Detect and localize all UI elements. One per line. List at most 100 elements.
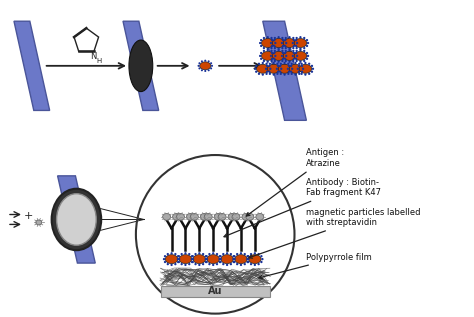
Circle shape: [298, 73, 301, 75]
Text: +: +: [24, 211, 34, 222]
Circle shape: [198, 65, 200, 67]
Circle shape: [273, 50, 276, 52]
Text: magnetic particles labelled
with streptavidin: magnetic particles labelled with strepta…: [249, 208, 421, 258]
Circle shape: [199, 62, 201, 64]
Circle shape: [292, 55, 294, 57]
Circle shape: [308, 63, 310, 65]
Circle shape: [270, 37, 273, 39]
Polygon shape: [57, 176, 95, 263]
Circle shape: [174, 253, 176, 255]
Ellipse shape: [191, 213, 198, 220]
Circle shape: [288, 71, 290, 73]
Circle shape: [271, 58, 273, 60]
Ellipse shape: [283, 39, 296, 48]
Circle shape: [273, 60, 276, 62]
Circle shape: [219, 261, 222, 263]
Circle shape: [306, 58, 308, 60]
Text: Antibody : Biotin-
Fab fragment K47: Antibody : Biotin- Fab fragment K47: [224, 178, 382, 237]
Circle shape: [295, 45, 297, 47]
Circle shape: [254, 68, 256, 70]
Circle shape: [303, 60, 305, 62]
Circle shape: [164, 261, 166, 263]
Circle shape: [284, 37, 287, 39]
Ellipse shape: [193, 255, 206, 263]
Circle shape: [276, 73, 279, 75]
Circle shape: [302, 68, 304, 70]
Circle shape: [191, 255, 193, 257]
Ellipse shape: [200, 62, 211, 70]
Circle shape: [212, 264, 214, 266]
Circle shape: [167, 263, 169, 265]
Circle shape: [191, 261, 193, 263]
Circle shape: [298, 63, 301, 65]
Circle shape: [266, 65, 268, 67]
Circle shape: [284, 58, 286, 60]
Circle shape: [265, 73, 268, 75]
Circle shape: [270, 60, 273, 62]
Circle shape: [290, 65, 292, 67]
Circle shape: [247, 261, 249, 263]
Circle shape: [288, 61, 291, 63]
Circle shape: [296, 42, 298, 44]
Circle shape: [284, 50, 287, 52]
Ellipse shape: [267, 64, 280, 73]
Text: H: H: [97, 58, 102, 64]
Ellipse shape: [207, 255, 219, 263]
Circle shape: [304, 74, 307, 76]
Circle shape: [295, 60, 298, 62]
Ellipse shape: [163, 213, 171, 220]
Circle shape: [277, 65, 279, 67]
Circle shape: [255, 65, 257, 67]
Circle shape: [174, 263, 176, 265]
Text: Au: Au: [208, 286, 222, 296]
Ellipse shape: [56, 194, 96, 245]
Circle shape: [260, 52, 262, 54]
Circle shape: [204, 258, 207, 260]
Circle shape: [250, 253, 252, 255]
Circle shape: [244, 253, 246, 255]
Circle shape: [295, 47, 298, 49]
Circle shape: [288, 49, 291, 51]
Circle shape: [219, 258, 221, 260]
Circle shape: [279, 71, 282, 73]
Circle shape: [271, 45, 273, 47]
Ellipse shape: [186, 213, 194, 220]
Circle shape: [290, 71, 292, 73]
Circle shape: [281, 37, 283, 39]
Circle shape: [295, 58, 297, 60]
Circle shape: [178, 258, 180, 260]
Circle shape: [205, 261, 207, 263]
Circle shape: [311, 65, 313, 67]
Ellipse shape: [294, 51, 307, 60]
Circle shape: [222, 253, 225, 255]
Circle shape: [194, 253, 197, 255]
Circle shape: [181, 253, 183, 255]
Text: Antigen :
Atrazine: Antigen : Atrazine: [246, 148, 345, 216]
Circle shape: [295, 50, 298, 52]
Circle shape: [296, 55, 298, 57]
Circle shape: [269, 73, 271, 75]
Circle shape: [208, 263, 210, 265]
Circle shape: [280, 68, 283, 70]
Circle shape: [282, 58, 284, 60]
Circle shape: [254, 252, 256, 255]
Circle shape: [184, 264, 187, 266]
Circle shape: [240, 264, 242, 266]
Circle shape: [270, 42, 272, 44]
Circle shape: [288, 65, 290, 67]
Ellipse shape: [289, 64, 302, 73]
Circle shape: [307, 55, 309, 57]
Circle shape: [261, 258, 264, 260]
Circle shape: [273, 39, 275, 41]
Circle shape: [303, 47, 305, 49]
Circle shape: [263, 47, 265, 49]
Circle shape: [301, 73, 303, 75]
Ellipse shape: [176, 213, 184, 220]
Circle shape: [281, 42, 283, 44]
Circle shape: [266, 48, 269, 50]
Ellipse shape: [228, 213, 236, 220]
Polygon shape: [14, 21, 50, 110]
Circle shape: [258, 73, 260, 75]
Circle shape: [284, 47, 287, 49]
Circle shape: [295, 37, 298, 39]
